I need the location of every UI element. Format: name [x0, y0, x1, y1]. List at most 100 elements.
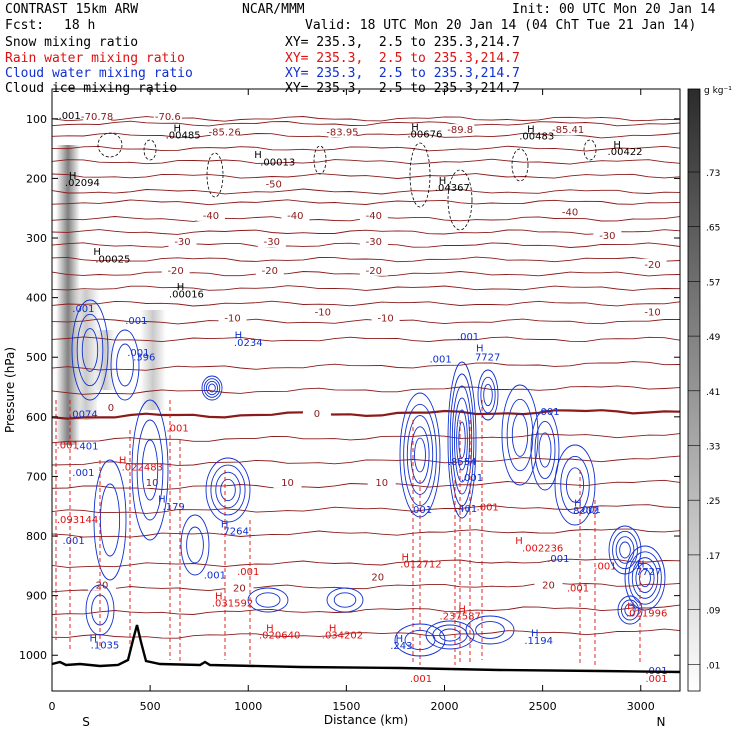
isotherm-label: 0: [108, 403, 114, 414]
isotherm-label-bg: [196, 209, 225, 221]
cloud-water-contour: [475, 621, 505, 639]
header-valid: Valid: 18 UTC Mon 20 Jan 14 (04 ChT Tue …: [305, 18, 697, 33]
isotherm-label-bg: [359, 209, 388, 221]
isotherm-label-bg: [359, 264, 388, 276]
snow-label: .00016: [169, 289, 204, 300]
cloud-water-contour: [93, 459, 127, 581]
cloud-water-contour: [208, 383, 216, 393]
isotherm-label: -10: [315, 307, 331, 318]
cloud-water-contour: [451, 385, 473, 495]
colorbar-label: .49: [706, 333, 721, 343]
isotherm-label-bg: [218, 312, 247, 324]
cloud-water-label: .179: [163, 502, 185, 513]
cloud-water-contour: [620, 599, 640, 621]
y-tick-label: 500: [26, 351, 47, 364]
x-axis-end-label-south: S: [82, 715, 90, 729]
snow-label: H: [177, 282, 185, 293]
rain-label: H: [329, 623, 337, 634]
isotherm-label: -85.26: [209, 127, 241, 138]
isotherm-label: -10: [644, 307, 660, 318]
cloud-water-label: .0234: [234, 338, 263, 349]
cloud-water-label: 7727: [475, 352, 500, 363]
isotherm-line: [52, 409, 680, 420]
cloud-water-contour: [203, 378, 221, 398]
cloud-water-contour: [326, 587, 364, 613]
rain-label: .031592: [212, 599, 253, 610]
rain-label: .020640: [259, 631, 300, 642]
colorbar-ramp: [687, 88, 701, 692]
field-xy-rain: XY= 235.3, 2.5 to 235.3,214.7: [285, 51, 520, 66]
isotherm-label: 10: [281, 478, 294, 489]
isotherm-label-bg: [257, 236, 286, 248]
y-tick-label: 200: [26, 172, 47, 185]
cloud-water-label: .401: [76, 441, 98, 452]
cloud-water-contour: [180, 514, 210, 576]
cloud-water-label: H: [235, 331, 243, 342]
cloud-water-contour: [255, 592, 281, 608]
cloud-water-contour: [201, 375, 223, 401]
isotherm-line: [52, 199, 680, 206]
cloud-water-label: .001: [579, 505, 601, 516]
isotherm-label: 20: [233, 583, 246, 594]
cloud-water-label: .001: [547, 554, 569, 565]
isotherm-label: -20: [167, 266, 183, 277]
cloud-water-contour: [458, 421, 466, 459]
rain-label: .001: [645, 674, 667, 685]
cloud-water-label: .001: [127, 348, 149, 359]
cloud-water-contour: [635, 563, 655, 593]
x-tick-label: 2500: [529, 700, 557, 713]
snow-contour: [97, 132, 123, 158]
rain-label: .021996: [626, 609, 667, 620]
isotherm-label: -89.8: [447, 125, 473, 136]
isotherm-label: 0: [314, 409, 320, 420]
cloud-water-label: .243: [390, 641, 412, 652]
isotherm-line: [52, 433, 680, 444]
cloud-water-label: .001: [125, 316, 147, 327]
header-center: NCAR/MMM: [242, 2, 305, 17]
isotherm-label: -10: [377, 313, 393, 324]
isotherm-label: -30: [264, 237, 280, 248]
rain-label: .001: [57, 440, 79, 451]
isotherm-label-bg: [593, 230, 622, 242]
colorbar-label: .09: [706, 607, 721, 617]
cloud-water-contour: [110, 329, 140, 401]
y-tick-label: 900: [26, 590, 47, 603]
isotherm-line: [52, 455, 680, 466]
isotherm-label-bg: [638, 306, 667, 318]
snow-label: .04367: [435, 183, 470, 194]
snow-label: H: [439, 176, 447, 187]
cloud-water-contour: [456, 409, 468, 471]
cloud-water-label: .001: [62, 536, 84, 547]
cloud-water-label: .001: [429, 354, 451, 365]
cloud-water-label: H: [637, 560, 645, 571]
header-fcst-value: 18 h: [64, 18, 96, 33]
x-axis-end-label-north: N: [657, 715, 666, 729]
isotherm-label-bg: [556, 206, 585, 218]
cloud-water-contour: [506, 398, 534, 472]
cloud-water-label: .001: [537, 407, 559, 418]
colorbar-label: .17: [706, 552, 720, 562]
isotherm-label: -30: [174, 237, 190, 248]
colorbar-label: .01: [706, 661, 720, 671]
isotherm-line: [52, 285, 680, 291]
isotherm-line: [52, 300, 680, 307]
cloud-water-contour: [560, 455, 590, 515]
snow-contour: [583, 139, 597, 161]
x-tick-label: 1500: [332, 700, 360, 713]
x-tick-label: 0: [49, 700, 56, 713]
cloud-water-contour: [483, 383, 493, 407]
cloud-water-label: H: [531, 629, 539, 640]
colorbar-label: .41: [706, 388, 720, 398]
rain-label: H: [266, 623, 274, 634]
snow-label: .001: [59, 111, 81, 122]
colorbar-label: .57: [706, 278, 720, 288]
cloud-water-contour: [565, 467, 585, 503]
colorbar-label: .73: [706, 169, 720, 179]
rain-label: H: [515, 536, 523, 547]
isotherm-label: -40: [287, 211, 303, 222]
y-tick-label: 1000: [19, 649, 47, 662]
y-tick-label: 600: [26, 411, 47, 424]
snow-label: .00485: [166, 131, 201, 142]
isotherm-label: -20: [262, 266, 278, 277]
